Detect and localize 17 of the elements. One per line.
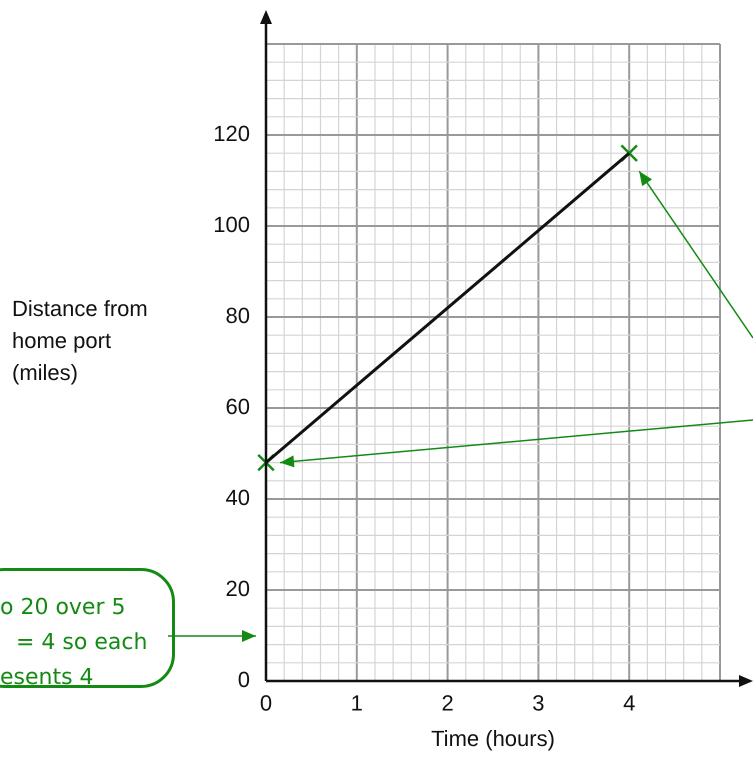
x-tick-label: 4 <box>623 690 636 716</box>
y-tick-label: 80 <box>226 303 250 328</box>
y-tick-label: 120 <box>213 121 250 146</box>
x-axis-title: Time (hours) <box>431 726 555 751</box>
x-tick-label: 1 <box>350 690 363 716</box>
y-axis-title: Distance from home port (miles) <box>12 296 148 386</box>
x-tick-label: 0 <box>260 690 272 716</box>
x-tick-label: 3 <box>532 690 545 716</box>
text: o 20 over 5 <box>0 594 126 622</box>
text: = 4 so each <box>15 629 148 657</box>
y-tick-label: 40 <box>226 485 250 510</box>
text: esents 4 <box>0 664 95 692</box>
y-tick-label: 100 <box>213 212 250 238</box>
x-tick-label: 2 <box>441 690 454 716</box>
y-tick-label: 0 <box>238 667 250 692</box>
y-tick-label: 60 <box>226 394 250 420</box>
y-tick-label: 20 <box>226 576 250 602</box>
